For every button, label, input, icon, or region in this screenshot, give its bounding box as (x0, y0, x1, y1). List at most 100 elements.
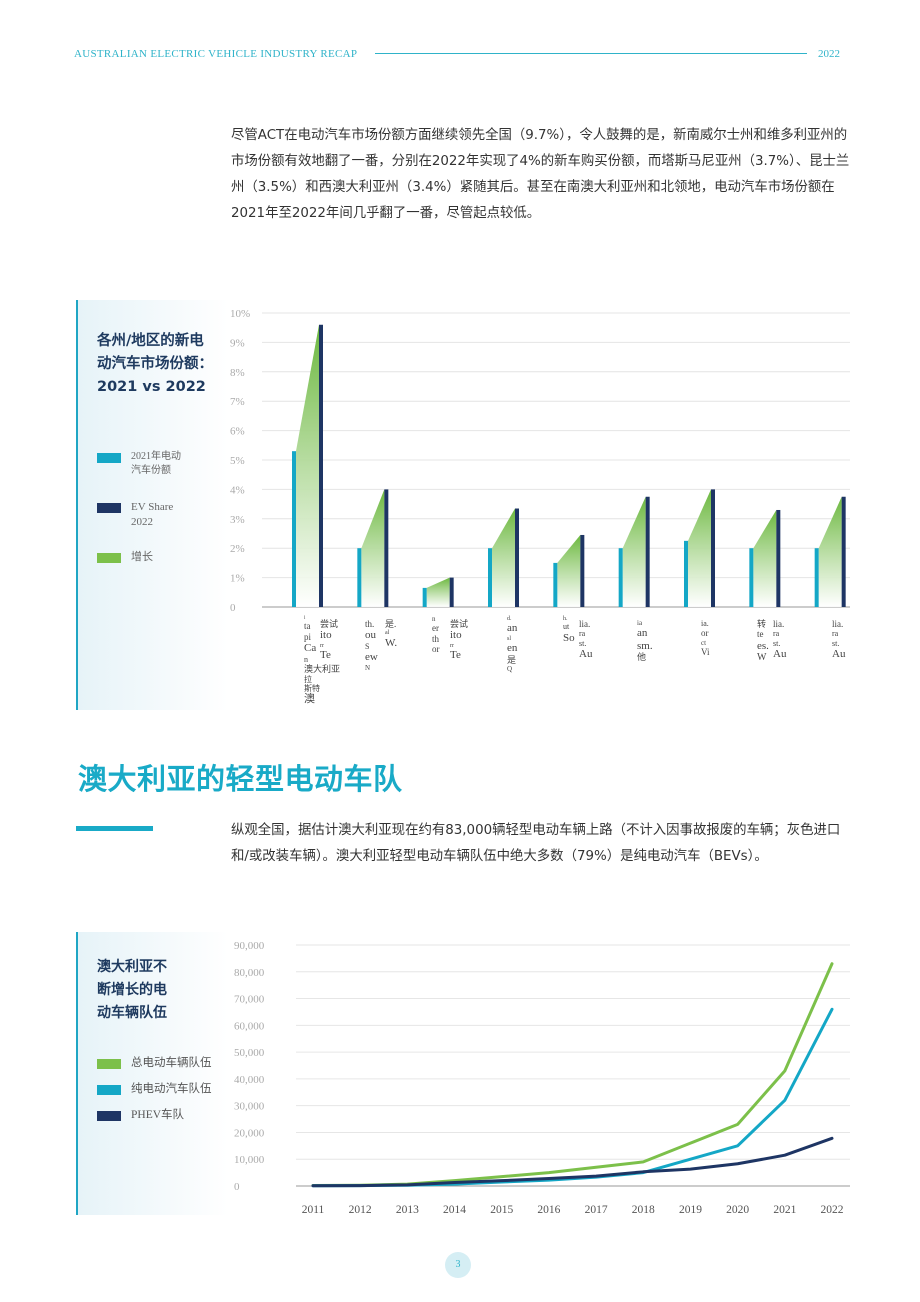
x-tick-fragment: an (507, 622, 518, 635)
x-tick-fragment: 尝试 (450, 619, 469, 629)
growth-area (557, 534, 581, 607)
x-tick-fragment: h. (563, 616, 568, 622)
x-tick-label: 2018 (632, 1204, 655, 1216)
x-tick-label: lia. ra st. Au (773, 619, 787, 662)
growth-area (492, 508, 515, 607)
x-tick-fragment: ia (637, 619, 643, 627)
x-tick-fragment: 澳 (304, 693, 315, 706)
x-tick-fragment: 是 (507, 654, 517, 665)
y-tick-label: 4% (230, 484, 245, 496)
x-tick-fragment: er (432, 623, 439, 634)
y-tick-label: 5% (230, 455, 245, 467)
x-tick-fragment: 尝试 (320, 619, 339, 629)
header-title: AUSTRALIAN ELECTRIC VEHICLE INDUSTRY REC… (74, 48, 358, 60)
chart1-legend-2021: 2021年电动 汽车份额 (97, 450, 181, 478)
x-tick-fragment: or (432, 644, 440, 655)
x-tick-label: 尝试 ito rr Te (450, 619, 469, 663)
x-tick-fragment: lia. (579, 619, 591, 629)
x-tick-fragment: st. (773, 638, 781, 648)
x-tick-fragment: th. (365, 619, 375, 629)
intro-paragraph: 尽管ACT在电动汽车市场份额方面继续领先全国（9.7%），令人鼓舞的是，新南威尔… (231, 128, 850, 221)
x-tick-fragment: So (563, 631, 575, 644)
x-tick-fragment: sm. (637, 639, 653, 652)
legend-swatch (97, 1111, 121, 1121)
legend-label: 纯电动汽车队伍 (131, 1083, 212, 1095)
bar-2021 (553, 562, 558, 607)
x-tick-fragment: S (365, 641, 370, 651)
x-tick-fragment: ew (365, 651, 378, 664)
bar-2022 (515, 508, 519, 607)
legend-swatch (97, 453, 121, 463)
y-tick-label: 40,000 (234, 1074, 265, 1086)
bar-2022 (711, 489, 715, 607)
y-tick-label: 2% (230, 543, 245, 555)
x-tick-label: 2015 (490, 1204, 513, 1216)
x-tick-label: 转 te es. W (757, 619, 769, 665)
x-tick-fragment: al (385, 630, 390, 637)
x-tick-label: 2013 (396, 1204, 419, 1216)
bar-2021 (357, 548, 362, 607)
x-tick-fragment: sl (507, 635, 512, 642)
y-tick-label: 1% (230, 573, 245, 585)
bar-2022 (449, 577, 454, 607)
x-tick-label: lia. ra st. Au (832, 619, 846, 662)
legend-swatch (97, 1085, 121, 1095)
x-tick-fragment: W. (385, 636, 398, 649)
x-tick-label: 2021 (773, 1204, 796, 1216)
chart2-title: 澳大利亚不 断增长的电 动车辆队伍 (97, 959, 167, 1021)
x-tick-fragment: Au (832, 648, 846, 661)
header-divider (375, 53, 807, 54)
y-tick-label: 30,000 (234, 1101, 265, 1113)
bar-2022 (841, 496, 846, 607)
bar-2022 (384, 489, 389, 607)
x-tick-label: ia. or ct Vi (701, 619, 709, 659)
x-tick-fragment: W (757, 652, 767, 664)
x-tick-fragment: N (365, 663, 371, 672)
y-tick-label: 7% (230, 396, 245, 408)
bar-2021 (488, 548, 492, 607)
x-tick-label: l ta pi Ca n 澳大利亚拉斯特澳 (304, 616, 340, 707)
x-tick-fragment: ia. (701, 619, 709, 628)
x-tick-label: 2017 (585, 1204, 608, 1216)
x-tick-fragment: st. (832, 638, 840, 648)
y-tick-label: 3% (230, 514, 245, 526)
x-tick-fragment: d. (507, 616, 512, 622)
legend-label: EV Share 2022 (131, 501, 174, 528)
chart2-side-panel (76, 932, 228, 1215)
x-tick-fragment: ct (701, 638, 707, 647)
y-tick-label: 6% (230, 426, 245, 438)
y-tick-label: 0 (234, 1181, 240, 1193)
x-tick-fragment: lia. (832, 619, 844, 629)
x-tick-fragment: Te (320, 649, 331, 662)
x-tick-fragment: 拉 (304, 674, 312, 684)
x-tick-label: 2011 (302, 1204, 325, 1216)
line-phev (311, 1136, 834, 1188)
line-total (311, 962, 834, 1187)
x-tick-fragment: rr (320, 642, 324, 649)
x-tick-fragment: es. (757, 639, 769, 652)
legend-label: PHEV车队 (131, 1109, 185, 1121)
x-tick-fragment: Ca (304, 642, 317, 655)
legend-swatch (97, 503, 121, 513)
x-tick-fragment: th (432, 633, 440, 644)
x-tick-label: d. an sl en 是 Q (507, 616, 517, 674)
x-tick-fragment: ito (320, 629, 332, 642)
y-tick-label: 90,000 (234, 940, 265, 952)
y-tick-label: 50,000 (234, 1047, 265, 1059)
bar-2022 (776, 509, 781, 607)
x-tick-fragment: n (304, 654, 308, 664)
growth-area (753, 509, 777, 607)
legend-label: 增长 (131, 551, 153, 563)
page-number: 3 (445, 1252, 471, 1278)
x-tick-label: h. ut So (563, 616, 575, 645)
x-tick-fragment: l (304, 616, 306, 621)
x-tick-label: 2016 (537, 1204, 560, 1216)
x-tick-label: 2020 (726, 1204, 749, 1216)
x-tick-fragment: st. (579, 638, 587, 648)
x-tick-fragment: rr (450, 642, 454, 649)
x-tick-fragment: Au (773, 648, 787, 661)
x-tick-fragment: Au (579, 648, 593, 661)
x-tick-fragment: ra (579, 629, 586, 639)
x-tick-fragment: te (757, 629, 764, 640)
y-tick-label: 60,000 (234, 1020, 265, 1032)
